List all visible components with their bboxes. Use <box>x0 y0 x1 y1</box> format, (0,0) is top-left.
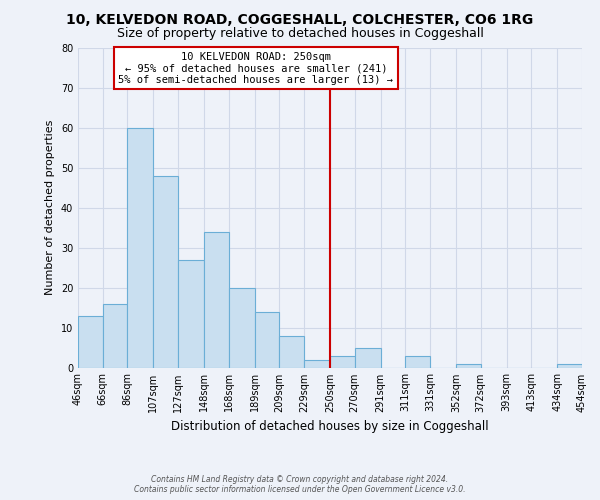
Text: Contains HM Land Registry data © Crown copyright and database right 2024.
Contai: Contains HM Land Registry data © Crown c… <box>134 474 466 494</box>
Bar <box>280 336 304 368</box>
Bar <box>204 232 229 368</box>
Bar <box>78 316 103 368</box>
Y-axis label: Number of detached properties: Number of detached properties <box>45 120 55 295</box>
Bar <box>406 356 430 368</box>
Bar <box>103 304 127 368</box>
Bar <box>154 176 178 368</box>
Bar <box>456 364 481 368</box>
Bar <box>229 288 254 368</box>
Bar <box>330 356 355 368</box>
X-axis label: Distribution of detached houses by size in Coggeshall: Distribution of detached houses by size … <box>171 420 489 433</box>
Bar <box>178 260 204 368</box>
Bar <box>254 312 280 368</box>
Bar <box>557 364 582 368</box>
Bar <box>355 348 380 368</box>
Bar <box>304 360 330 368</box>
Bar <box>127 128 154 368</box>
Text: 10, KELVEDON ROAD, COGGESHALL, COLCHESTER, CO6 1RG: 10, KELVEDON ROAD, COGGESHALL, COLCHESTE… <box>67 12 533 26</box>
Text: 10 KELVEDON ROAD: 250sqm
← 95% of detached houses are smaller (241)
5% of semi-d: 10 KELVEDON ROAD: 250sqm ← 95% of detach… <box>118 52 394 84</box>
Text: Size of property relative to detached houses in Coggeshall: Size of property relative to detached ho… <box>116 28 484 40</box>
